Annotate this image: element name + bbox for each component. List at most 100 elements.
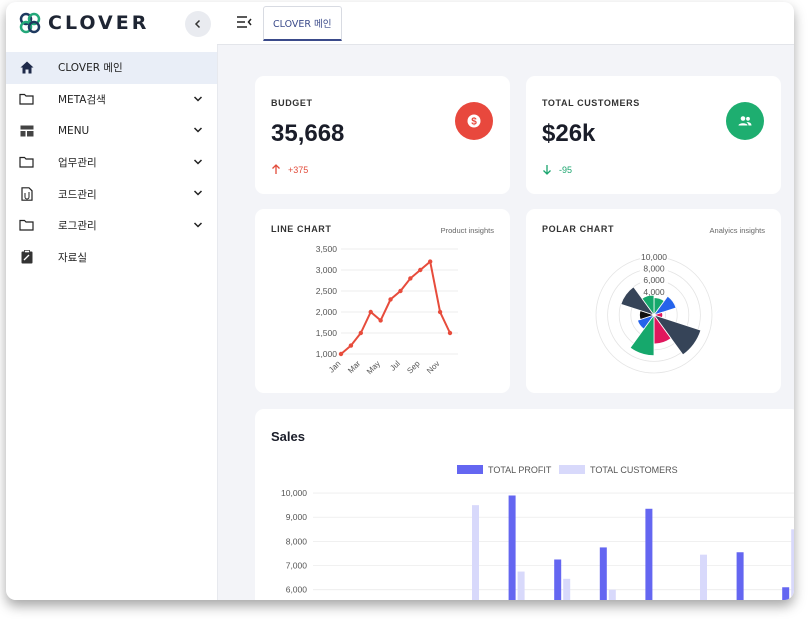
polar-tick-backdrop xyxy=(640,252,668,261)
budget-delta-value: +375 xyxy=(288,164,309,175)
bar-total-profit xyxy=(508,495,516,600)
sales-title: Sales xyxy=(271,429,305,444)
customers-delta-value: -95 xyxy=(559,164,573,175)
y-tick-label: 2,000 xyxy=(316,307,338,317)
bar-total-profit xyxy=(599,547,607,600)
sales-card: Sales TOTAL PROFIT TOTAL CUSTOMERS 10,000 9… xyxy=(255,409,794,600)
chevron-down-icon[interactable] xyxy=(192,187,204,199)
legend-swatch-customers xyxy=(559,465,585,474)
sidebar-item-2[interactable]: MENU xyxy=(6,115,217,147)
budget-value: 35,668 xyxy=(271,120,345,147)
bar-total-profit xyxy=(645,508,653,600)
x-tick-label: Jul xyxy=(388,359,402,373)
tab-label: CLOVER 메인 xyxy=(273,19,332,30)
logo[interactable]: CLOVER xyxy=(18,11,149,35)
tab-clover-main[interactable]: CLOVER 메인 xyxy=(263,6,342,41)
line-point xyxy=(437,309,443,315)
line-point xyxy=(398,288,403,294)
home-icon xyxy=(19,60,34,75)
budget-icon-badge: $ xyxy=(455,102,493,140)
svg-text:$: $ xyxy=(471,117,477,128)
polar-tick-backdrop xyxy=(640,286,668,296)
sidebar-item-3[interactable]: 업무관리 xyxy=(6,147,217,179)
folder-icon xyxy=(19,155,34,170)
y-tick-label: 7,000 xyxy=(286,561,308,571)
sidebar-item-label: META검색 xyxy=(58,93,106,106)
sidebar-collapse-button[interactable] xyxy=(185,11,211,37)
sidebar-item-label: 자료실 xyxy=(58,251,87,264)
sidebar-item-label: CLOVER 메인 xyxy=(58,62,123,75)
polar-chart-card: POLAR CHART Analyics insights 10,000 8,00… xyxy=(526,209,781,393)
customers-value: $26k xyxy=(542,120,596,147)
polar-chart-title: POLAR CHART xyxy=(542,224,615,234)
line-point xyxy=(378,318,383,323)
sidebar-item-0[interactable]: CLOVER 메인 xyxy=(6,52,217,84)
clipboard-icon xyxy=(19,250,34,265)
y-tick-label: 3,000 xyxy=(316,265,338,275)
line-chart-subtitle: Product insights xyxy=(440,226,494,235)
line-point xyxy=(408,276,413,281)
menu-collapse-icon[interactable] xyxy=(236,15,252,29)
sales-bar-chart: TOTAL PROFIT TOTAL CUSTOMERS 10,000 9,000 8,… xyxy=(281,465,794,600)
legend-label-customers: TOTAL CUSTOMERS xyxy=(590,465,678,475)
sidebar-item-label: 코드관리 xyxy=(58,188,97,201)
customers-delta: -95 xyxy=(542,164,572,175)
budget-card: BUDGET 35,668 +375 $ xyxy=(255,76,510,194)
polar-segment xyxy=(629,313,655,357)
line-point xyxy=(427,259,433,264)
chevron-down-icon[interactable] xyxy=(192,156,204,168)
legend-label-profit: TOTAL PROFIT xyxy=(488,465,552,475)
folder-icon xyxy=(19,92,34,107)
bar-total-profit xyxy=(782,587,790,600)
y-tick-label: 1,000 xyxy=(316,349,338,359)
dollar-icon: $ xyxy=(467,114,481,128)
x-tick-label: Nov xyxy=(425,359,441,375)
chevron-down-icon[interactable] xyxy=(192,93,204,105)
bar-total-customers xyxy=(472,505,479,600)
top-bar: CLOVER 메인 xyxy=(217,2,794,45)
polar-tick-backdrop xyxy=(640,263,668,273)
sidebar-item-6[interactable]: 자료실 xyxy=(6,242,217,274)
y-tick-label: 9,000 xyxy=(286,512,308,522)
line-point xyxy=(358,330,364,336)
sidebar-item-label: MENU xyxy=(58,124,90,137)
customers-icon-badge xyxy=(726,102,764,140)
bar-total-customers xyxy=(563,578,571,600)
logo-text: CLOVER xyxy=(48,12,150,34)
line-point xyxy=(447,330,453,336)
users-icon xyxy=(738,116,752,126)
arrow-up-icon xyxy=(272,164,280,174)
bar-total-profit xyxy=(554,559,562,600)
y-tick-label: 8,000 xyxy=(286,536,308,546)
y-tick-label: 6,000 xyxy=(286,585,308,595)
polar-segment xyxy=(620,286,656,316)
budget-delta: +375 xyxy=(271,164,308,175)
customers-label: TOTAL CUSTOMERS xyxy=(542,98,640,108)
line-point xyxy=(338,351,344,357)
bar-total-profit xyxy=(736,552,744,600)
x-tick-label: Sep xyxy=(405,359,422,376)
chevron-left-icon xyxy=(194,19,201,29)
clover-logo-icon xyxy=(19,12,41,34)
sidebar-item-4[interactable]: 코드관리 xyxy=(6,178,217,210)
sidebar-item-5[interactable]: 로그관리 xyxy=(6,210,217,242)
sidebar-item-1[interactable]: META검색 xyxy=(6,84,217,116)
customers-card: TOTAL CUSTOMERS $26k -95 xyxy=(526,76,781,194)
line-point xyxy=(388,297,393,302)
polar-chart-subtitle: Analyics insights xyxy=(709,226,765,235)
polar-segment xyxy=(652,314,702,356)
polar-tick-label: 8,000 xyxy=(643,264,665,274)
folder-icon xyxy=(19,218,34,233)
y-tick-label: 2,500 xyxy=(316,286,338,296)
x-tick-label: Jan xyxy=(327,359,342,374)
polar-tick-label: 10,000 xyxy=(641,252,667,262)
chevron-down-icon[interactable] xyxy=(192,124,204,136)
bar-total-customers xyxy=(517,571,525,600)
line-point xyxy=(418,267,423,273)
dashboard-icon xyxy=(19,123,34,138)
polar-tick-backdrop xyxy=(640,275,668,285)
chevron-down-icon[interactable] xyxy=(192,219,204,231)
